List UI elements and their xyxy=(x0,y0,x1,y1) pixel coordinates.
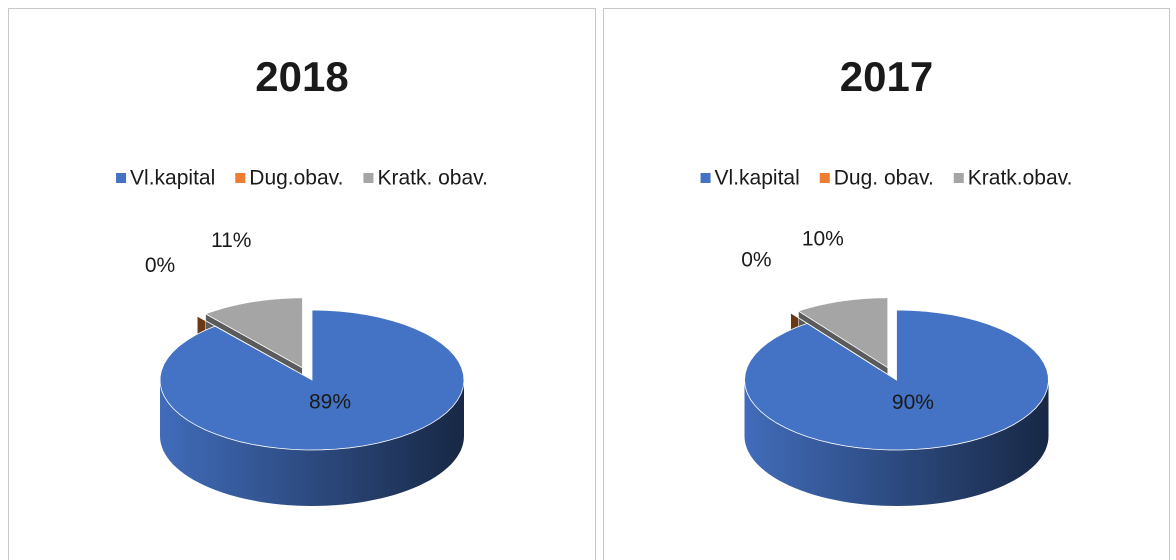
legend-label: Dug.obav. xyxy=(249,167,343,190)
legend-label: Kratk.obav. xyxy=(968,167,1073,190)
legend-swatch xyxy=(819,173,830,183)
value-label: 11% xyxy=(211,229,251,252)
legend: Vl.kapital Dug. obav. Kratk.obav. xyxy=(700,167,1073,190)
value-label: 0% xyxy=(145,254,175,277)
slice xyxy=(204,297,303,369)
legend-swatch xyxy=(363,173,374,183)
legend-swatch xyxy=(116,173,127,183)
value-label: 0% xyxy=(741,248,771,271)
slice xyxy=(197,315,295,371)
chart-title: 2017 xyxy=(840,53,933,100)
legend-label: Vl.kapital xyxy=(715,167,800,190)
legend-label: Vl.kapital xyxy=(130,167,215,190)
slice-side xyxy=(160,380,464,506)
legend-label: Kratk. obav. xyxy=(377,167,488,190)
chart-title: 2018 xyxy=(255,53,348,100)
legend-swatch xyxy=(235,173,246,183)
value-label: 89% xyxy=(309,391,351,414)
legend-label: Dug. obav. xyxy=(834,167,934,190)
value-label: 90% xyxy=(892,391,934,414)
slice xyxy=(159,309,465,451)
slice xyxy=(797,297,889,369)
slice-side xyxy=(744,380,1049,506)
slice xyxy=(744,309,1049,451)
value-label: 10% xyxy=(802,227,844,250)
legend-swatch xyxy=(953,173,964,183)
legend: Vl.kapital Dug.obav. Kratk. obav. xyxy=(116,167,488,190)
slice xyxy=(790,312,881,370)
legend-swatch xyxy=(700,173,711,183)
